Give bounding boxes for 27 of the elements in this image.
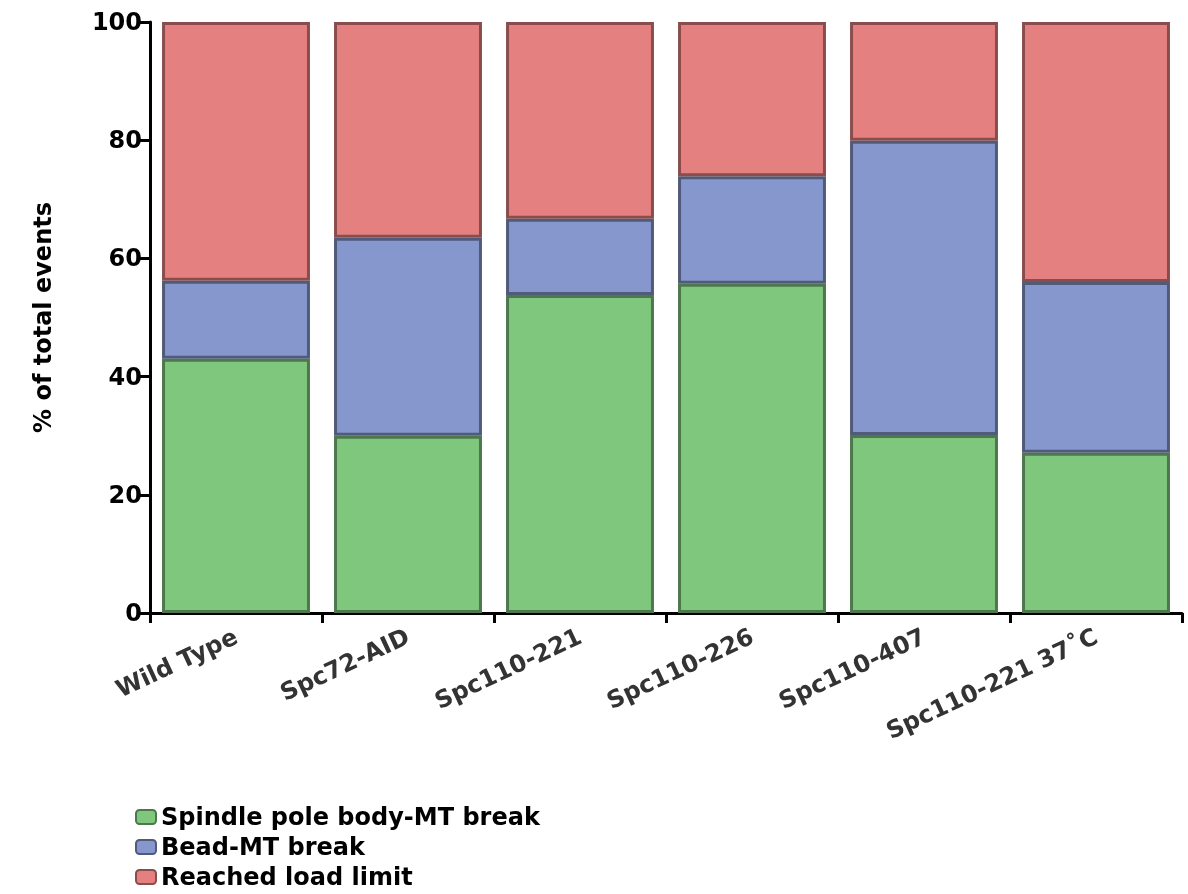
bar — [678, 283, 826, 613]
legend-label: Reached load limit — [161, 863, 413, 891]
bar — [162, 22, 310, 281]
bar — [162, 280, 310, 359]
bar — [506, 218, 654, 296]
bar — [506, 22, 654, 219]
bar — [850, 140, 998, 436]
bar — [850, 435, 998, 613]
legend-label: Bead-MT break — [161, 833, 366, 861]
bar — [1022, 282, 1170, 453]
bar — [334, 435, 482, 613]
y-tick-label: 20 — [108, 480, 142, 509]
bar — [1022, 452, 1170, 613]
bar — [162, 358, 310, 613]
bar — [678, 22, 826, 177]
bar — [506, 295, 654, 613]
y-tick-label: 80 — [108, 126, 142, 155]
bar — [334, 237, 482, 436]
y-tick-label: 60 — [108, 244, 142, 273]
y-tick-label: 100 — [91, 8, 142, 36]
bar — [850, 22, 998, 141]
bar — [1022, 22, 1170, 283]
y-axis-title: % of total events — [29, 202, 57, 433]
y-tick-label: 40 — [108, 362, 142, 391]
bar — [334, 22, 482, 238]
bar — [678, 176, 826, 284]
legend-label: Spindle pole body-MT break — [161, 803, 541, 831]
